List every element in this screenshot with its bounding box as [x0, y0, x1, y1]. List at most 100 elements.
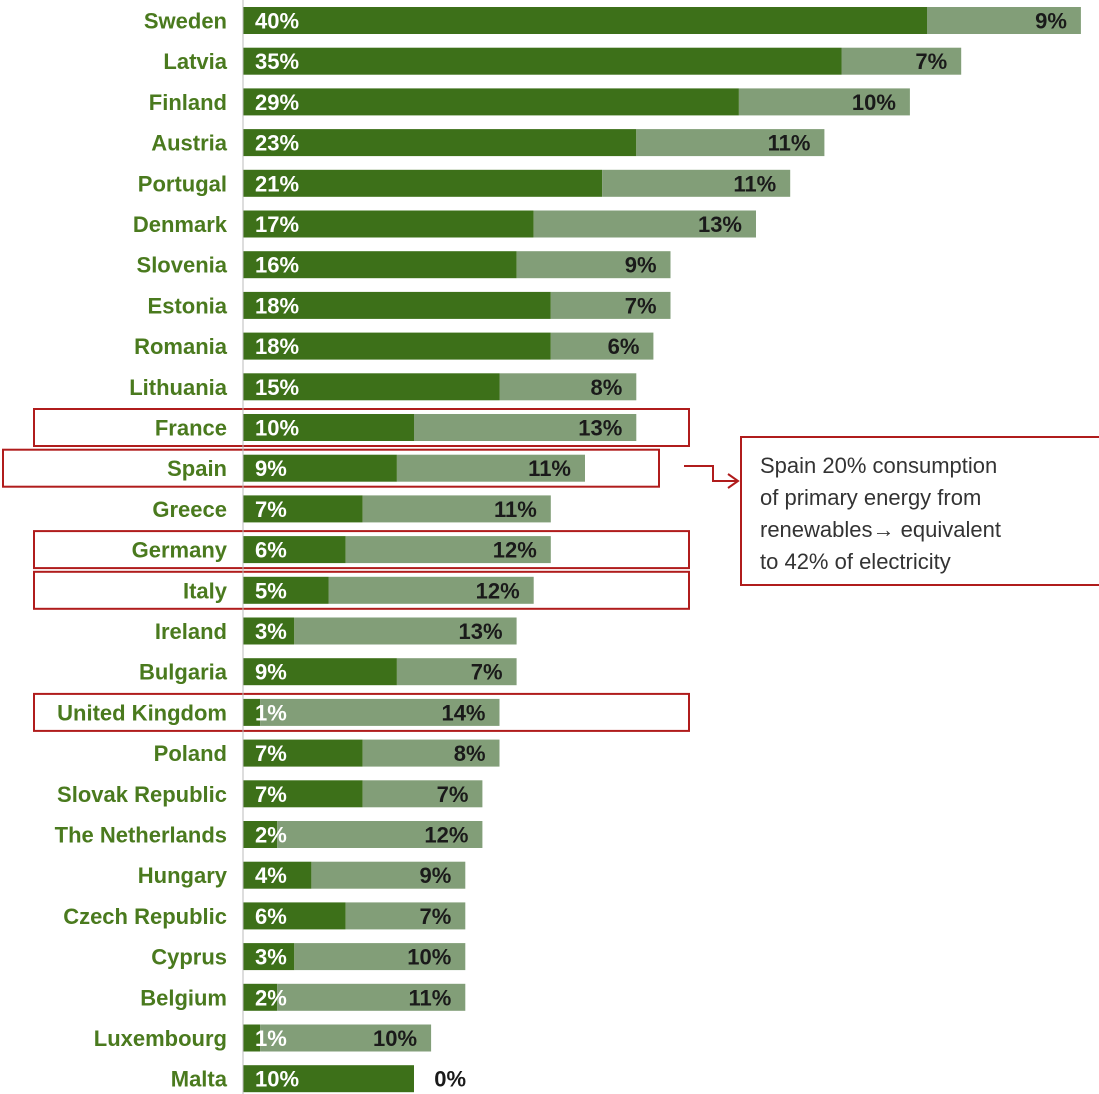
bar-primary-energy: [243, 1024, 261, 1052]
bar-additional-share: [328, 576, 534, 604]
value-label-dark: 6%: [255, 904, 287, 929]
value-label-dark: 1%: [255, 1026, 287, 1051]
category-label: Malta: [171, 1067, 228, 1092]
category-label: Denmark: [133, 212, 228, 237]
bar-primary-energy: [243, 414, 414, 441]
value-label-dark: 7%: [255, 497, 287, 522]
annotation-arrow-head: [727, 473, 740, 489]
value-label-dark: 5%: [255, 578, 287, 603]
bar-additional-share: [602, 169, 791, 197]
value-label-light: 11%: [408, 985, 451, 1010]
category-label: Luxembourg: [94, 1026, 227, 1051]
bar-primary-energy: [243, 495, 363, 523]
category-label: Slovenia: [137, 253, 228, 278]
bar-additional-share: [362, 780, 483, 808]
highlight-box: [33, 570, 690, 610]
value-label-dark: 18%: [255, 293, 299, 318]
category-label: Czech Republic: [63, 904, 227, 929]
bar-primary-energy: [243, 821, 278, 848]
bar-primary-energy: [243, 617, 295, 645]
highlight-boxes-layer: [2, 408, 690, 732]
bar-additional-share: [927, 7, 1081, 34]
category-label: Poland: [154, 741, 227, 766]
bar-primary-energy: [243, 780, 363, 808]
category-label: Slovak Republic: [57, 782, 227, 807]
value-label-dark: 1%: [255, 700, 287, 725]
category-label: Spain: [167, 456, 227, 481]
highlight-box: [33, 692, 690, 732]
bar-primary-energy: [243, 129, 637, 157]
annotation-arrow: [684, 465, 738, 482]
category-label: Bulgaria: [139, 660, 228, 685]
bar-primary-energy: [243, 536, 346, 564]
value-label-light: 7%: [437, 782, 469, 807]
bar-primary-energy: [243, 658, 397, 686]
bar-additional-share: [550, 332, 654, 360]
category-label: Lithuania: [129, 375, 228, 400]
value-label-dark: 7%: [255, 741, 287, 766]
category-label: Hungary: [138, 863, 228, 888]
highlight-box: [33, 408, 690, 447]
labels-layer: Sweden 40% 9% Latvia 35% 7% Finland 29% 10% Austr…: [55, 9, 1067, 1092]
value-label-dark: 21%: [255, 171, 299, 196]
value-label-light: 0%: [434, 1067, 466, 1092]
value-label-dark: 10%: [255, 1067, 299, 1092]
bar-primary-energy: [243, 332, 551, 360]
value-label-dark: 3%: [255, 619, 287, 644]
value-label-light: 7%: [915, 49, 947, 74]
value-label-dark: 15%: [255, 375, 299, 400]
value-label-light: 6%: [608, 334, 640, 359]
value-label-dark: 3%: [255, 945, 287, 970]
bar-additional-share: [396, 658, 517, 686]
bar-additional-share: [311, 861, 466, 889]
value-label-light: 11%: [768, 131, 811, 156]
bar-additional-share: [499, 373, 637, 401]
annotation-line: to 42% of electricity: [760, 549, 951, 574]
bar-additional-share: [345, 902, 466, 930]
bar-primary-energy: [243, 739, 363, 767]
value-label-light: 11%: [494, 497, 537, 522]
bar-primary-energy: [243, 47, 842, 75]
bar-primary-energy: [243, 902, 346, 930]
value-label-dark: 10%: [255, 416, 299, 441]
category-label: Germany: [132, 538, 228, 563]
highlight-box: [2, 448, 660, 488]
bar-additional-share: [260, 1024, 432, 1052]
bar-additional-share: [550, 291, 671, 319]
bar-primary-energy: [243, 983, 278, 1011]
category-label: Estonia: [148, 293, 228, 318]
bar-primary-energy: [243, 291, 551, 319]
category-label: The Netherlands: [55, 823, 227, 848]
value-label-light: 13%: [698, 212, 742, 237]
category-label: Cyprus: [151, 945, 227, 970]
value-label-light: 11%: [528, 456, 571, 481]
bar-primary-energy: [243, 454, 397, 482]
category-label: Finland: [149, 90, 227, 115]
value-label-light: 7%: [625, 293, 657, 318]
category-label: Ireland: [155, 619, 227, 644]
bar-primary-energy: [243, 1065, 414, 1093]
category-label: Portugal: [138, 171, 227, 196]
category-label: France: [155, 416, 227, 441]
bar-additional-share: [533, 210, 756, 238]
value-label-light: 10%: [407, 945, 451, 970]
category-label: Latvia: [163, 49, 227, 74]
category-label: Belgium: [140, 985, 227, 1010]
bar-primary-energy: [243, 210, 534, 238]
value-label-dark: 9%: [255, 456, 287, 481]
bar-primary-energy: [243, 576, 329, 604]
value-label-light: 8%: [591, 375, 623, 400]
bar-primary-energy: [243, 861, 312, 889]
bar-additional-share: [414, 414, 637, 441]
value-label-light: 10%: [373, 1026, 417, 1051]
value-label-light: 9%: [625, 253, 657, 278]
value-label-light: 11%: [733, 171, 776, 196]
value-label-dark: 2%: [255, 985, 287, 1010]
bar-additional-share: [362, 739, 500, 767]
value-label-dark: 6%: [255, 538, 287, 563]
category-label: Sweden: [144, 9, 227, 34]
bar-additional-share: [396, 454, 585, 482]
bar-additional-share: [516, 251, 671, 279]
value-label-light: 12%: [476, 578, 520, 603]
